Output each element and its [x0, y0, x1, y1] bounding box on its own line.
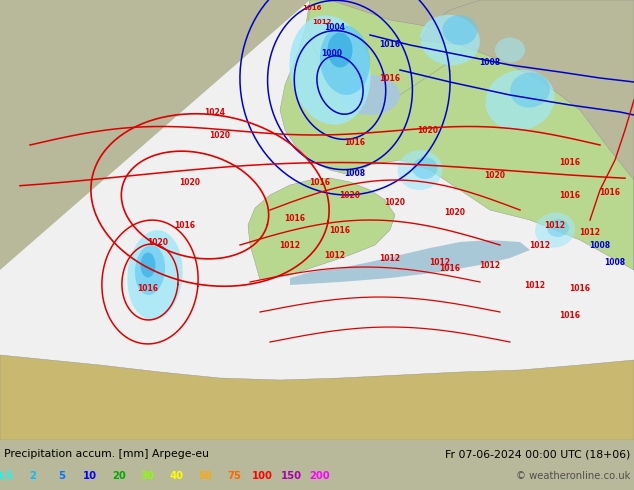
Ellipse shape [495, 38, 525, 63]
Polygon shape [0, 0, 634, 440]
Text: 1012: 1012 [524, 280, 545, 290]
Text: 1016: 1016 [344, 138, 365, 147]
Ellipse shape [340, 75, 400, 115]
Polygon shape [290, 240, 530, 285]
Polygon shape [280, 0, 634, 270]
Text: 1008: 1008 [344, 169, 366, 177]
Text: 10: 10 [83, 471, 97, 481]
Text: 200: 200 [309, 471, 330, 481]
Text: 1020: 1020 [209, 130, 231, 140]
Ellipse shape [141, 252, 155, 277]
Ellipse shape [420, 15, 480, 65]
Text: 1024: 1024 [205, 107, 226, 117]
Text: 1016: 1016 [600, 188, 621, 196]
Ellipse shape [510, 73, 550, 108]
Text: 1016: 1016 [569, 284, 590, 293]
Ellipse shape [328, 32, 353, 68]
Text: 1016: 1016 [174, 220, 195, 229]
Text: 1016: 1016 [380, 74, 401, 82]
Text: 1020: 1020 [179, 177, 200, 187]
Polygon shape [420, 0, 634, 270]
Text: 1012: 1012 [280, 241, 301, 249]
Text: 1012: 1012 [325, 250, 346, 260]
Text: Fr 07-06-2024 00:00 UTC (18+06): Fr 07-06-2024 00:00 UTC (18+06) [444, 449, 630, 459]
Text: 1020: 1020 [384, 197, 406, 206]
Text: 1012: 1012 [479, 261, 500, 270]
Text: 1008: 1008 [479, 57, 501, 67]
Text: 30: 30 [141, 471, 155, 481]
Ellipse shape [535, 213, 575, 247]
Text: 1008: 1008 [604, 258, 626, 267]
Text: 1012: 1012 [545, 220, 566, 229]
Text: © weatheronline.co.uk: © weatheronline.co.uk [515, 471, 630, 481]
Polygon shape [308, 0, 470, 100]
Text: 20: 20 [112, 471, 126, 481]
Text: 1016: 1016 [309, 177, 330, 187]
Text: 1020: 1020 [444, 207, 465, 217]
Text: 1004: 1004 [325, 23, 346, 31]
Text: 1020: 1020 [484, 171, 505, 179]
Text: 2: 2 [29, 471, 36, 481]
Text: 5: 5 [58, 471, 65, 481]
Text: 1016: 1016 [330, 225, 351, 235]
Ellipse shape [290, 15, 370, 124]
Text: 150: 150 [281, 471, 302, 481]
Ellipse shape [320, 25, 370, 95]
Text: 1016: 1016 [439, 264, 460, 272]
Text: 1012: 1012 [429, 258, 451, 267]
Ellipse shape [443, 15, 477, 45]
Text: 1016: 1016 [302, 5, 321, 11]
Ellipse shape [547, 219, 569, 237]
Text: 1000: 1000 [321, 49, 342, 57]
Ellipse shape [135, 245, 165, 295]
Text: 1012: 1012 [380, 253, 401, 263]
Text: 1016: 1016 [285, 214, 306, 222]
Text: 1008: 1008 [590, 241, 611, 249]
Text: 40: 40 [169, 471, 183, 481]
Polygon shape [0, 355, 634, 440]
Ellipse shape [485, 70, 555, 130]
Text: 1016: 1016 [559, 311, 581, 319]
Ellipse shape [398, 150, 443, 190]
Text: 1012: 1012 [313, 19, 332, 25]
Text: 1008: 1008 [359, 0, 380, 1]
Text: 1020: 1020 [339, 191, 361, 199]
Polygon shape [248, 178, 395, 280]
Ellipse shape [413, 157, 437, 179]
Text: 75: 75 [227, 471, 241, 481]
Text: 1016: 1016 [559, 157, 581, 167]
Text: 0.5: 0.5 [0, 471, 13, 481]
Text: 1016: 1016 [380, 40, 401, 49]
Text: 1016: 1016 [138, 284, 158, 293]
Text: 1020: 1020 [418, 125, 439, 135]
Text: 1012: 1012 [579, 227, 600, 237]
Text: Precipitation accum. [mm] Arpege-eu: Precipitation accum. [mm] Arpege-eu [4, 449, 209, 459]
Ellipse shape [127, 230, 183, 320]
Text: 1012: 1012 [529, 241, 550, 249]
Text: 1016: 1016 [559, 191, 581, 199]
Text: 100: 100 [252, 471, 273, 481]
Text: 50: 50 [198, 471, 212, 481]
Text: 1020: 1020 [148, 238, 169, 246]
